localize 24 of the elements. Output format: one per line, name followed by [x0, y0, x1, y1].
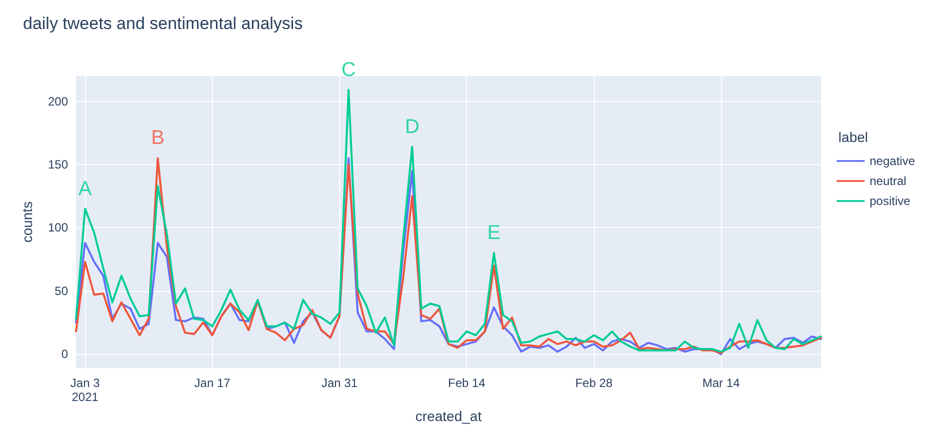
annotation: D — [404, 116, 420, 138]
y-tick-label: 150 — [48, 158, 68, 172]
x-tick-label: Jan 17 — [194, 376, 231, 390]
y-tick-label: 200 — [48, 94, 68, 108]
chart-title: daily tweets and sentimental analysis — [23, 14, 303, 33]
x-tick-label: Feb 28 — [575, 376, 613, 390]
y-tick-label: 100 — [48, 220, 68, 235]
y-axis-title: counts — [19, 201, 35, 243]
x-axis-title: created_at — [415, 408, 482, 424]
annotation: A — [78, 178, 92, 200]
x-tick-label: Jan 3 2021 — [70, 376, 100, 404]
annotation: B — [151, 127, 164, 150]
legend-label: positive — [870, 194, 911, 208]
x-tick-label: Feb 14 — [448, 376, 486, 390]
legend-label: negative — [870, 154, 916, 168]
x-tick-label: Mar 14 — [702, 376, 740, 390]
line-series — [75, 88, 822, 353]
annotation: E — [487, 222, 501, 244]
legend-label: neutral — [870, 174, 906, 188]
y-tick-label: 0 — [61, 347, 68, 362]
y-tick-label: 50 — [54, 284, 68, 298]
legend-title: label — [838, 129, 868, 145]
x-tick-label: Jan 31 — [321, 376, 358, 390]
annotation: C — [341, 58, 356, 81]
